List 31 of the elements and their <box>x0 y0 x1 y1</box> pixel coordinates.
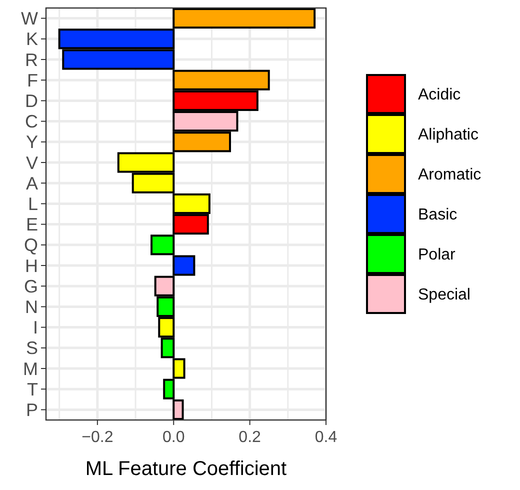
x-axis-title: ML Feature Coefficient <box>85 458 288 480</box>
y-tick-label: H <box>25 256 38 276</box>
y-tick-label: K <box>26 29 38 50</box>
x-tick-label: 0.0 <box>162 429 185 446</box>
legend-label: Aromatic <box>418 166 482 184</box>
y-tick-label: W <box>21 8 38 29</box>
legend-label: Basic <box>418 206 458 224</box>
y-tick-label: V <box>26 152 38 173</box>
y-tick-label: Q <box>24 235 38 256</box>
y-tick-label: E <box>26 214 38 235</box>
y-tick-label: F <box>27 70 38 90</box>
y-tick-label: P <box>26 400 38 420</box>
legend-label: Polar <box>418 246 456 264</box>
legend-label: Special <box>418 286 470 304</box>
y-tick-label: D <box>25 91 38 111</box>
y-tick-label: N <box>25 297 38 317</box>
y-tick-label: L <box>28 194 38 214</box>
y-tick-label: Y <box>26 132 38 152</box>
x-tick-label: 0.4 <box>314 429 338 446</box>
y-tick-label: T <box>27 379 38 400</box>
y-tick-label: A <box>26 173 38 194</box>
x-tick-label: 0.2 <box>238 429 262 446</box>
legend-label: Acidic <box>418 86 461 104</box>
y-tick-label: S <box>26 338 38 358</box>
y-tick-label: I <box>32 318 38 338</box>
y-tick-label: M <box>23 358 38 379</box>
y-tick-label: C <box>25 112 38 132</box>
y-tick-label: R <box>25 50 38 70</box>
legend-label: Aliphatic <box>418 126 478 144</box>
y-tick-label: G <box>24 276 38 296</box>
x-tick-label: −0.2 <box>82 429 114 446</box>
